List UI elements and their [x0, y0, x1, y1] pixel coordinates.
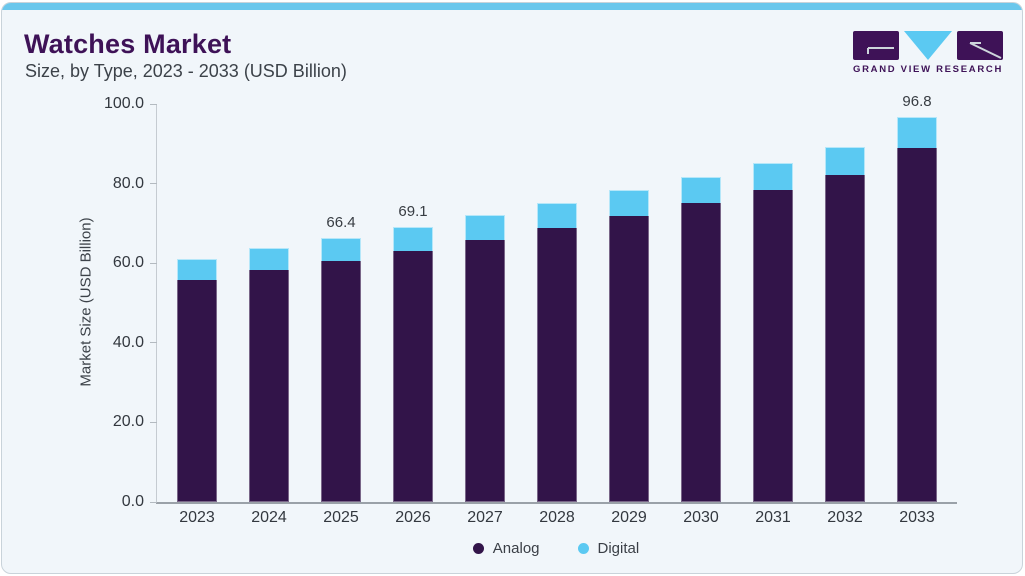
chart-legend: Analog Digital [156, 540, 956, 557]
bar-2025-digital-segment [321, 238, 361, 261]
grand-view-research-logo: GRAND VIEW RESEARCH [853, 31, 1003, 75]
bar-2032-analog-segment [825, 175, 865, 502]
y-tick-mark [150, 421, 157, 423]
bar-2024 [249, 248, 289, 502]
legend-swatch-analog [472, 543, 484, 554]
bar-2025-total-label: 66.4 [326, 214, 356, 231]
bar-2032 [825, 147, 865, 502]
logo-wordmark: GRAND VIEW RESEARCH [853, 64, 1004, 75]
y-tick-label: 100.0 [103, 95, 144, 112]
bar-2033: 96.8 [897, 93, 937, 502]
y-tick-mark [150, 501, 157, 503]
x-tick-label-2026: 2026 [395, 509, 431, 526]
bar-2027-analog-segment [465, 240, 505, 502]
bar-2023 [177, 259, 217, 502]
bar-2026: 69.1 [393, 203, 433, 502]
y-tick-label: 40.0 [112, 333, 144, 351]
legend-item-analog: Analog [472, 540, 540, 557]
legend-item-digital: Digital [577, 540, 640, 557]
y-tick-label: 0.0 [121, 493, 144, 510]
bar-2031-digital-segment [753, 163, 793, 190]
bar-2029-analog-segment [609, 216, 649, 502]
y-tick-label: 80.0 [112, 174, 144, 192]
bar-2023-analog-segment [177, 280, 217, 502]
bar-2025-analog-segment [321, 261, 361, 502]
bar-2023-digital-segment [177, 259, 217, 280]
y-tick-mark [150, 103, 157, 105]
bar-2028 [537, 203, 577, 502]
x-tick-label-2025: 2025 [323, 509, 359, 526]
bar-2026-digital-segment [393, 227, 433, 251]
top-accent-bar [2, 3, 1022, 10]
y-tick-mark [150, 262, 157, 264]
x-tick-label-2027: 2027 [467, 509, 503, 526]
bar-2028-analog-segment [537, 228, 577, 502]
bar-2033-analog-segment [897, 148, 937, 502]
legend-label-analog: Analog [492, 540, 540, 557]
bar-2030 [681, 177, 721, 502]
x-tick-label-2028: 2028 [539, 509, 575, 526]
bar-2031 [753, 163, 793, 502]
x-tick-label-2033: 2033 [899, 509, 935, 526]
bar-2026-total-label: 69.1 [398, 203, 428, 220]
bar-2032-digital-segment [825, 147, 865, 175]
y-axis-title: Market Size (USD Billion) [77, 217, 95, 387]
bar-2026-analog-segment [393, 251, 433, 502]
x-tick-label-2023: 2023 [179, 509, 215, 526]
bar-2027-digital-segment [465, 215, 505, 240]
bar-2031-analog-segment [753, 190, 793, 502]
x-axis-line [156, 502, 957, 504]
bar-2030-digital-segment [681, 177, 721, 203]
bar-2029-digital-segment [609, 190, 649, 216]
x-tick-label-2029: 2029 [611, 509, 647, 526]
x-tick-label-2030: 2030 [683, 509, 719, 526]
x-tick-label-2024: 2024 [251, 509, 287, 526]
chart-subtitle: Size, by Type, 2023 - 2033 (USD Billion) [25, 61, 347, 81]
chart-title: Watches Market [24, 29, 232, 59]
bar-2029 [609, 190, 649, 502]
gvr-logo-icon [853, 31, 1003, 60]
y-tick-mark [150, 342, 157, 344]
legend-label-digital: Digital [597, 540, 640, 557]
bar-2024-analog-segment [249, 270, 289, 502]
x-tick-label-2032: 2032 [827, 509, 863, 526]
bar-2027 [465, 215, 505, 502]
bar-2025: 66.4 [321, 214, 361, 502]
plot-area: 100.0 80.0 60.0 40.0 20.0 0.0 2023 2024 66.4 2025… [104, 93, 957, 526]
legend-swatch-digital [577, 543, 589, 554]
y-tick-label: 60.0 [112, 254, 144, 272]
y-tick-label: 20.0 [112, 413, 144, 431]
bar-2030-analog-segment [681, 203, 721, 502]
y-tick-mark [150, 183, 157, 185]
bar-2024-digital-segment [249, 248, 289, 270]
x-tick-label-2031: 2031 [755, 509, 791, 526]
bar-2033-total-label: 96.8 [902, 93, 932, 110]
bar-2028-digital-segment [537, 203, 577, 228]
bar-2033-digital-segment [897, 117, 937, 148]
